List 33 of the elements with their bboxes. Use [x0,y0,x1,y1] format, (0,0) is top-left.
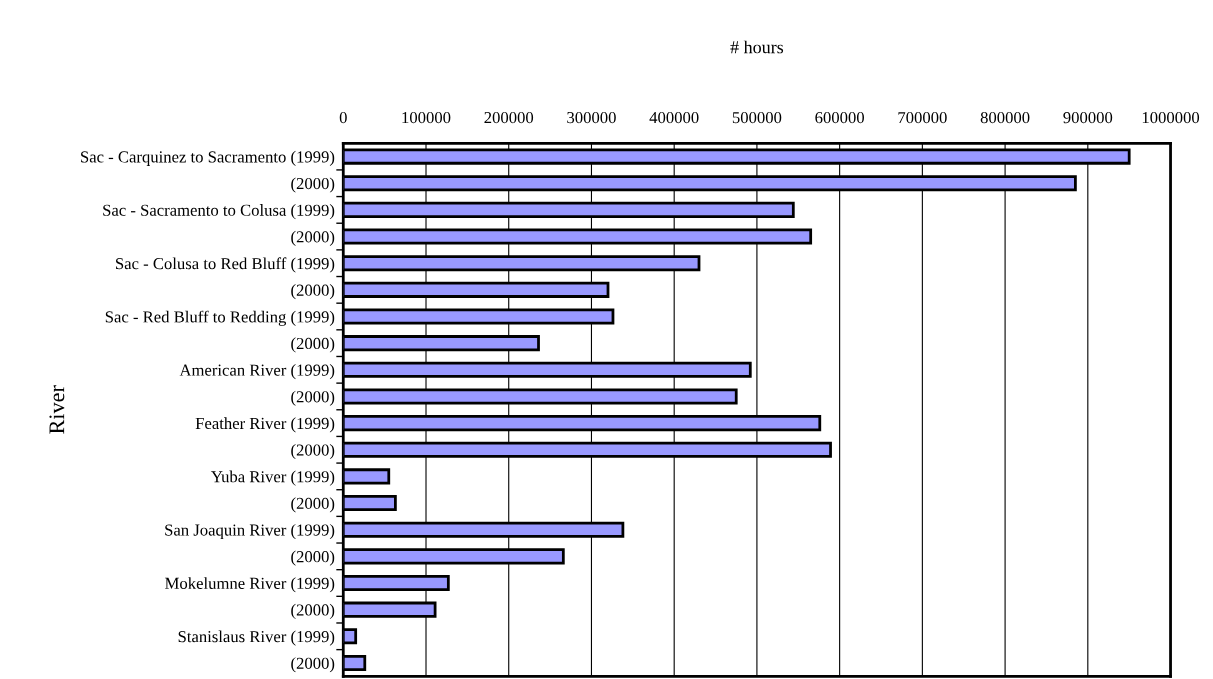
y-tick-label: Sac - Red Bluff to Redding (1999) [105,310,335,326]
y-tick-label: Mokelumne River (1999) [165,577,335,593]
y-tick-label: Sac - Colusa to Red Bluff (1999) [116,257,335,273]
y-tick-label: San Joaquin River (1999) [165,523,335,540]
y-tick-label: (2000) [291,177,335,193]
y-tick-label: American River (1999) [179,364,335,380]
x-axis-title: # hours [730,40,784,54]
y-tick-label: (2000) [291,657,335,673]
y-tick-label: (2000) [291,550,335,566]
y-tick-label: Sac - Carquinez to Sacramento (1999) [81,150,335,166]
y-tick-label: Feather River (1999) [195,417,335,433]
x-tick-label: 700000 [898,111,947,124]
x-tick-label: 800000 [980,111,1030,124]
y-tick-label: (2000) [291,390,335,406]
y-tick-label: (2000) [291,337,335,353]
y-tick-label: (2000) [291,443,335,460]
x-tick-label: 400000 [649,111,699,124]
x-tick-label: 300000 [567,111,616,124]
y-tick-label: (2000) [291,284,335,300]
x-tick-label: 100000 [402,111,451,124]
x-tick-label: 200000 [484,111,534,124]
x-tick-label: 900000 [1063,111,1113,124]
y-axis-title: River [49,385,65,434]
x-tick-label: 1000000 [1142,111,1200,124]
x-tick-label: 500000 [732,111,782,124]
y-tick-label: (2000) [291,603,335,619]
x-tick-label: 0 [339,111,347,124]
y-tick-label: (2000) [291,497,335,513]
y-tick-label: Sac - Sacramento to Colusa (1999) [103,204,335,220]
y-tick-label: Stanislaus River (1999) [178,630,335,646]
x-tick-label: 600000 [815,111,864,124]
y-tick-label: (2000) [291,230,335,246]
y-tick-label: Yuba River (1999) [211,470,335,486]
